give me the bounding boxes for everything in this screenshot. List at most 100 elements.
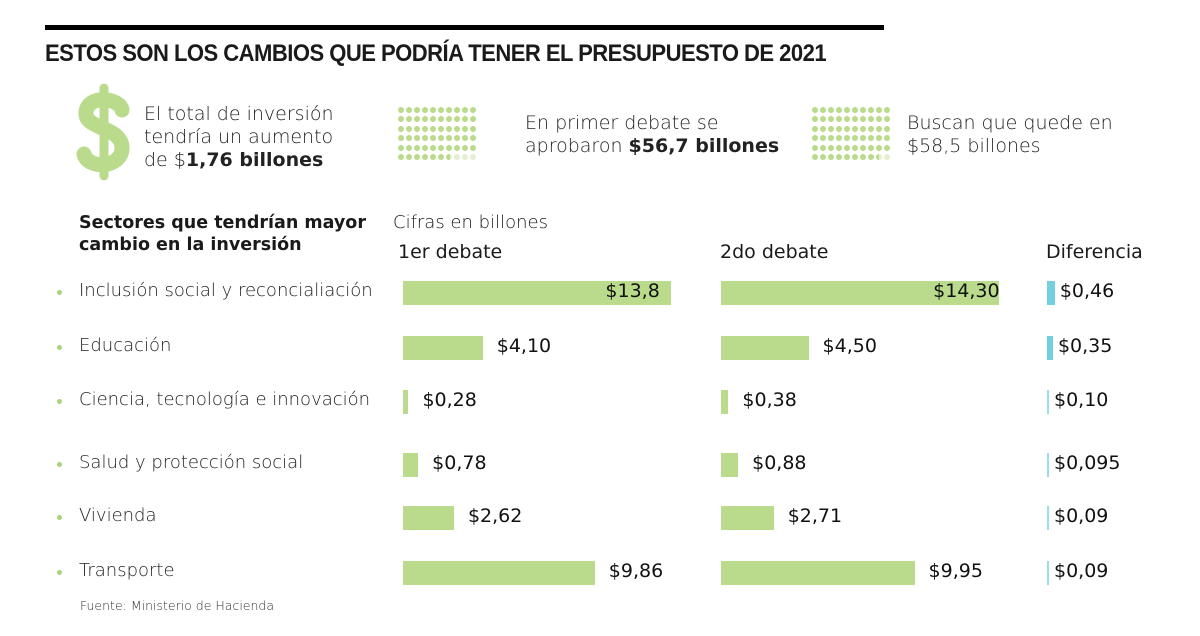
kpi-first-value: $56,7 billones bbox=[628, 135, 780, 157]
grid-dot bbox=[852, 144, 858, 151]
grid-dot bbox=[868, 107, 874, 113]
kpi-target-line2: $58,5 billones bbox=[907, 135, 1041, 157]
value-label-difference: $0,09 bbox=[1054, 560, 1109, 582]
grid-dot bbox=[828, 144, 834, 151]
grid-dot bbox=[828, 125, 834, 132]
grid-dot bbox=[446, 153, 452, 160]
grid-dot bbox=[836, 144, 842, 151]
kpi-first-line1: En primer debate se bbox=[525, 112, 719, 134]
grid-dot bbox=[852, 125, 858, 132]
grid-dot bbox=[868, 153, 874, 160]
bar-first-debate bbox=[403, 281, 672, 305]
value-label-first-debate: $2,62 bbox=[467, 505, 523, 527]
value-label-second-debate: $0,38 bbox=[742, 389, 797, 411]
grid-dot bbox=[414, 125, 420, 132]
kpi-first-debate-text: En primer debate se aprobaron $56,7 bill… bbox=[525, 112, 779, 158]
grid-dot bbox=[828, 116, 834, 123]
grid-dot bbox=[454, 153, 460, 160]
grid-dot bbox=[406, 116, 412, 123]
grid-dot bbox=[844, 144, 850, 151]
kpi-total-prefix: de $ bbox=[144, 149, 186, 171]
grid-dot bbox=[454, 107, 460, 113]
grid-dot bbox=[876, 125, 882, 132]
grid-dot bbox=[446, 144, 452, 151]
grid-dot bbox=[884, 125, 890, 132]
dollar-sign-icon bbox=[76, 82, 132, 186]
bar-first-debate bbox=[403, 453, 419, 477]
grid-dot bbox=[446, 116, 452, 123]
grid-dot bbox=[868, 144, 874, 151]
grid-dot bbox=[860, 116, 866, 123]
grid-dot bbox=[430, 153, 436, 160]
value-label-second-debate: $0,88 bbox=[752, 452, 807, 474]
grid-dot bbox=[852, 135, 858, 142]
grid-dot bbox=[422, 107, 428, 113]
grid-dot bbox=[470, 135, 476, 142]
grid-dot bbox=[414, 144, 420, 151]
kpi-total-line2: tendría un aumento bbox=[144, 126, 334, 148]
sector-label: Vivienda bbox=[79, 505, 157, 526]
grid-dot bbox=[868, 135, 874, 142]
grid-dot bbox=[844, 107, 850, 113]
value-label-first-debate: $4,10 bbox=[496, 335, 552, 357]
kpi-target-text: Buscan que quede en $58,5 billones bbox=[907, 112, 1113, 158]
grid-dot bbox=[828, 135, 834, 142]
bar-second-debate bbox=[721, 561, 915, 585]
grid-dot bbox=[828, 107, 834, 113]
grid-dot bbox=[836, 107, 842, 113]
grid-dot bbox=[446, 135, 452, 142]
grid-dot bbox=[884, 107, 890, 113]
bar-first-debate bbox=[403, 336, 483, 360]
grid-dot bbox=[414, 153, 420, 160]
title-rule bbox=[45, 25, 884, 30]
grid-dot bbox=[454, 125, 460, 132]
grid-dot bbox=[820, 125, 826, 132]
value-label-first-debate: $13,8 bbox=[605, 280, 660, 302]
kpi-target-line1: Buscan que quede en bbox=[907, 112, 1113, 134]
bar-difference bbox=[1047, 336, 1053, 360]
grid-dot bbox=[438, 153, 444, 160]
grid-dot bbox=[876, 116, 882, 123]
kpi-first-line2: aprobaron $56,7 billones bbox=[525, 135, 779, 158]
grid-dot bbox=[812, 135, 818, 142]
grid-dot bbox=[470, 144, 476, 151]
kpi-total-text: El total de inversión tendría un aumento… bbox=[144, 103, 334, 172]
grid-dot bbox=[438, 125, 444, 132]
grid-dot bbox=[462, 153, 468, 160]
units-note: Cifras en billones bbox=[393, 212, 548, 233]
kpi-total-line1: El total de inversión bbox=[144, 103, 334, 125]
value-label-second-debate: $14,30 bbox=[933, 280, 1000, 302]
grid-dot bbox=[868, 125, 874, 132]
sector-label: Educación bbox=[79, 335, 172, 356]
bar-difference bbox=[1047, 561, 1049, 585]
grid-dot bbox=[454, 144, 460, 151]
grid-dot bbox=[470, 107, 476, 113]
bar-difference bbox=[1047, 390, 1049, 414]
grid-dot bbox=[844, 116, 850, 123]
grid-dot bbox=[462, 107, 468, 113]
bullet-icon bbox=[57, 290, 62, 295]
grid-dot bbox=[860, 144, 866, 151]
grid-dot bbox=[422, 153, 428, 160]
grid-dot bbox=[820, 135, 826, 142]
value-label-difference: $0,35 bbox=[1057, 335, 1113, 357]
kpi-total-line3: de $1,76 billones bbox=[144, 149, 334, 172]
dot-grid-icon bbox=[398, 107, 476, 160]
value-label-difference: $0,09 bbox=[1054, 505, 1109, 527]
grid-dot bbox=[398, 125, 404, 132]
bar-second-debate bbox=[721, 336, 809, 360]
grid-dot bbox=[828, 153, 834, 160]
grid-dot bbox=[852, 116, 858, 123]
grid-dot bbox=[860, 135, 866, 142]
bar-second-debate bbox=[721, 390, 729, 414]
grid-dot bbox=[860, 125, 866, 132]
grid-dot bbox=[446, 125, 452, 132]
bar-difference bbox=[1047, 506, 1049, 530]
grid-dot bbox=[462, 144, 468, 151]
bullet-icon bbox=[57, 515, 62, 520]
value-label-second-debate: $2,71 bbox=[787, 505, 843, 527]
sector-label: Transporte bbox=[79, 560, 175, 581]
sector-label: Inclusión social y reconcialiación bbox=[79, 280, 373, 301]
grid-dot bbox=[398, 153, 404, 160]
section-title-line1: Sectores que tendrían mayor bbox=[79, 213, 366, 233]
